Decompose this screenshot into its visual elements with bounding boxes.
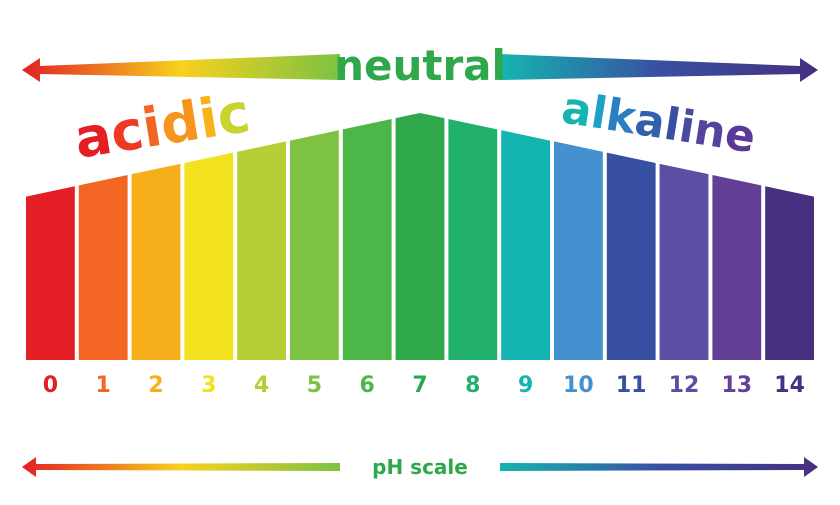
alkaline-arrow — [500, 54, 818, 82]
ph-level: 2 — [148, 373, 163, 398]
acidic-label: acidic — [70, 81, 254, 171]
ph-column — [765, 186, 814, 360]
ph-scale-label: pH scale — [372, 455, 468, 479]
bottom-arrows — [22, 457, 818, 477]
ph-column — [78, 175, 128, 360]
ph-column — [342, 119, 392, 360]
ph-column — [184, 152, 234, 360]
ph-level: 14 — [774, 373, 805, 398]
alkaline-arrow-bottom — [500, 457, 818, 477]
ph-level: 7 — [412, 373, 427, 398]
ph-column — [606, 152, 656, 360]
ph-level: 11 — [616, 373, 647, 398]
ph-level: 6 — [360, 373, 375, 398]
ph-column — [237, 141, 286, 360]
top-arrows — [22, 54, 818, 82]
ph-level: 13 — [721, 373, 752, 398]
ph-column — [290, 130, 339, 360]
ph-level: 1 — [96, 373, 111, 398]
ph-level: 0 — [43, 373, 58, 398]
ph-column — [448, 119, 498, 360]
ph-column — [554, 141, 603, 360]
acid-arrow — [22, 54, 340, 82]
ph-level: 9 — [518, 373, 533, 398]
ph-column — [712, 175, 762, 360]
ph-level: 5 — [307, 373, 322, 398]
neutral-label: neutral — [334, 41, 506, 90]
acid-arrow-bottom — [22, 457, 340, 477]
ph-column — [501, 130, 550, 360]
ph-column — [659, 163, 709, 360]
alkaline-label: alkaline — [558, 82, 759, 163]
ph-column — [26, 186, 75, 360]
ph-level: 8 — [465, 373, 480, 398]
ph-column — [395, 113, 445, 360]
scale-columns — [26, 113, 814, 360]
ph-level: 3 — [201, 373, 216, 398]
ph-column — [131, 163, 181, 360]
ph-level: 4 — [254, 373, 269, 398]
ph-level: 10 — [563, 373, 594, 398]
ph-level: 12 — [669, 373, 700, 398]
